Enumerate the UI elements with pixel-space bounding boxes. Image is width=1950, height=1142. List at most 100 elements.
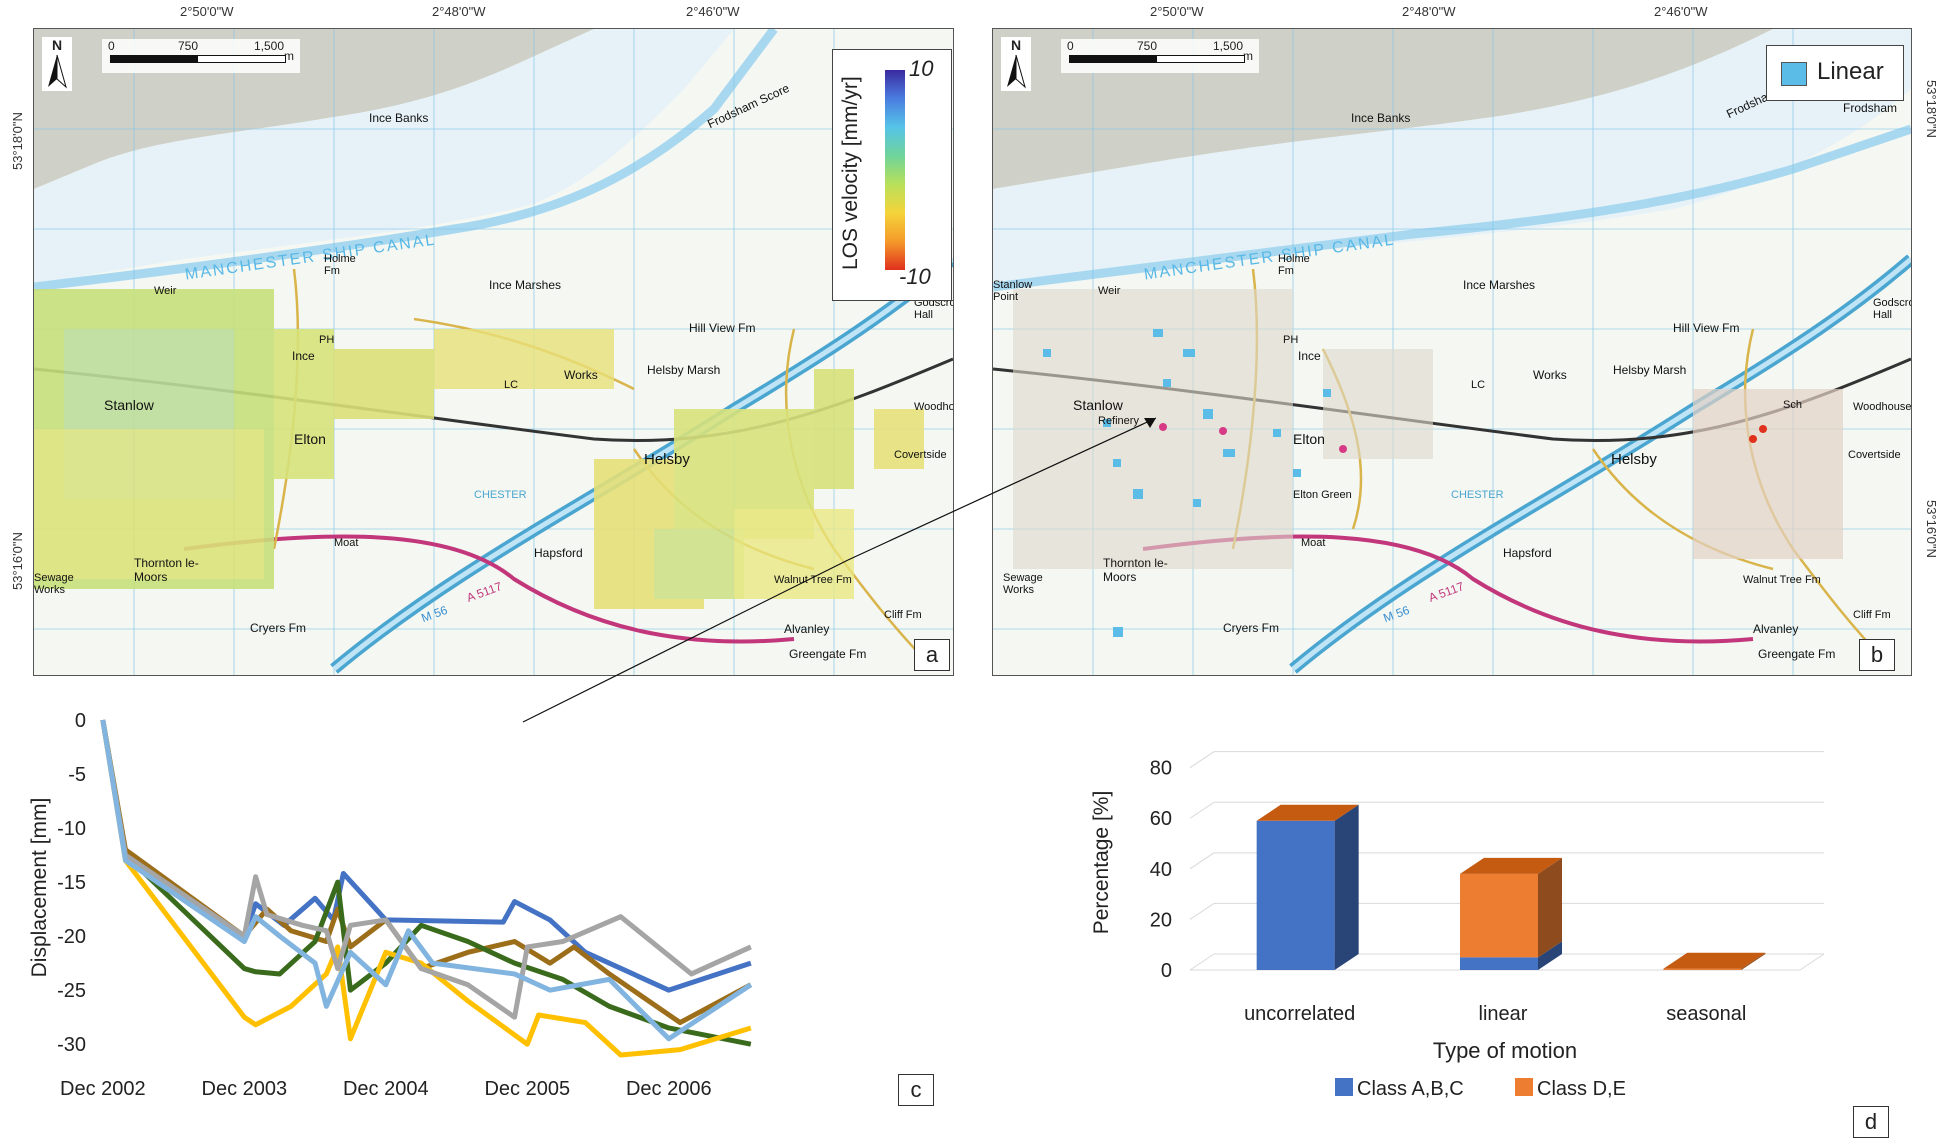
north-arrow: N <box>1001 37 1031 91</box>
place-label: Cliff Fm <box>1853 609 1891 621</box>
linear-points <box>1043 329 1331 637</box>
north-label: N <box>51 37 63 53</box>
y-tick-label: -10 <box>57 818 86 840</box>
velocity-legend: LOS velocity [mm/yr] 10 -10 <box>832 49 952 301</box>
bar-side-uncorrelated-1 <box>1334 804 1359 970</box>
x-tick-label: Dec 2006 <box>626 1078 712 1100</box>
place-label: Cryers Fm <box>1223 621 1279 635</box>
legend-label: Linear <box>1817 58 1884 85</box>
lat-label: 53°16'0"N <box>1924 500 1939 558</box>
place-label: Moat <box>334 537 359 549</box>
lat-label: 53°18'0"N <box>1924 80 1939 138</box>
x-axis-label: Type of motion <box>1433 1038 1577 1063</box>
place-label: Greengate Fm <box>789 647 867 661</box>
legend-label-2: Class D,E <box>1537 1078 1626 1100</box>
place-label: Weir <box>1098 285 1121 297</box>
place-label: Sch <box>1783 399 1802 411</box>
y-tick-label: 40 <box>1150 859 1172 881</box>
y-tick-label: 0 <box>75 710 86 732</box>
y-tick-label: -25 <box>57 980 86 1002</box>
lon-label: 2°50'0"W <box>180 4 234 19</box>
y-axis-label: Percentage [%] <box>1090 791 1113 935</box>
place-label: Cryers Fm <box>250 621 306 635</box>
place-label: PH <box>319 334 335 346</box>
motion-type-chart: 0 20 40 60 80 uncorrelated linear seasonal Perce… <box>1080 740 1930 1138</box>
place-label: Godscroft Hall <box>1873 297 1911 321</box>
place-label: Ince <box>292 349 315 363</box>
linear-swatch <box>1781 62 1807 86</box>
panel-letter: b <box>1859 639 1895 671</box>
ship-canal <box>993 124 1911 292</box>
place-label: Stanlow <box>104 397 154 413</box>
place-label: Sewage Works <box>34 572 74 596</box>
north-arrow-icon <box>1007 54 1026 89</box>
north-arrow-icon <box>48 54 67 89</box>
place-label: Woodhouses <box>1853 401 1912 413</box>
legend-swatch-1 <box>1335 1078 1353 1096</box>
place-label: Walnut Tree Fm <box>774 574 852 586</box>
map-panel-b: Ince Banks MANCHESTER SHIP CANAL Ince Ma… <box>992 28 1912 676</box>
place-label: Stanlow <box>1073 397 1123 413</box>
place-label: Alvanley <box>784 622 830 636</box>
series-line-1 <box>100 719 752 993</box>
place-label: Greengate Fm <box>1758 647 1836 661</box>
place-label: Stanlow Point <box>993 279 1033 303</box>
place-label: Holme Fm <box>324 253 356 277</box>
panel-letter: a <box>914 639 950 671</box>
map-a-basemap <box>34 29 953 675</box>
place-label: Frodsham <box>1843 101 1898 115</box>
grid-line <box>1189 902 1215 920</box>
place-label: Walnut Tree Fm <box>1743 574 1821 586</box>
bar-side-seasonal-2 <box>1741 952 1766 970</box>
bar-top-seasonal <box>1663 952 1766 969</box>
legend-min: -10 <box>899 264 931 289</box>
salt-marsh <box>993 29 1911 284</box>
place-label: Moat <box>1301 537 1326 549</box>
a-road <box>183 534 795 644</box>
bar-linear-1 <box>1460 957 1538 970</box>
place-label: Helsby Marsh <box>647 363 721 377</box>
scale-max: 1,500 <box>1213 39 1244 53</box>
scale-zero: 0 <box>1067 39 1074 53</box>
place-label: Ince Banks <box>1351 111 1411 125</box>
place-label: Elton Green <box>1293 489 1352 501</box>
legend-label-1: Class A,B,C <box>1357 1078 1464 1100</box>
bar-top-linear <box>1460 857 1562 874</box>
pink-points <box>1159 423 1347 453</box>
place-label: Thornton le-Moors <box>1103 556 1168 584</box>
x-tick-label: Dec 2003 <box>202 1078 288 1100</box>
x-tick-label: uncorrelated <box>1244 1003 1355 1025</box>
scale-bar-graphic <box>110 55 286 63</box>
place-label: Ince Marshes <box>489 278 562 292</box>
place-label: Helsby <box>644 451 690 468</box>
y-tick-label: 20 <box>1150 909 1172 931</box>
grid-line <box>1189 953 1215 971</box>
floor-line <box>1799 953 1825 971</box>
place-label: Helsby Marsh <box>1613 363 1687 377</box>
place-label: Holme Fm <box>1278 253 1310 277</box>
y-tick-label: -15 <box>57 872 86 894</box>
place-label: LC <box>1471 379 1486 391</box>
series-line-5 <box>100 719 752 1020</box>
legend-color-ramp <box>885 70 905 270</box>
built-up-area <box>1693 389 1843 559</box>
bar-uncorrelated-1 <box>1256 820 1335 970</box>
x-tick-label: seasonal <box>1666 1003 1746 1025</box>
place-label: Ince Marshes <box>1463 278 1536 292</box>
series-line-4 <box>100 719 752 1058</box>
place-label: Cliff Fm <box>884 609 922 621</box>
place-label: Covertside <box>1848 449 1901 461</box>
place-label: CHESTER <box>1451 489 1504 501</box>
place-label: Elton <box>1293 431 1325 447</box>
place-label: Helsby <box>1611 451 1657 468</box>
linear-legend: Linear <box>1766 45 1904 101</box>
place-label: Hill View Fm <box>1673 321 1740 335</box>
scale-unit: m <box>284 49 294 63</box>
scale-bar-graphic <box>1069 55 1245 63</box>
x-tick-label: Dec 2004 <box>343 1078 429 1100</box>
scale-bar: 0 750 1,500 m <box>1061 39 1259 73</box>
y-tick-label: 60 <box>1150 808 1172 830</box>
panel-letter: c <box>898 1074 934 1106</box>
north-arrow: N <box>42 37 72 91</box>
